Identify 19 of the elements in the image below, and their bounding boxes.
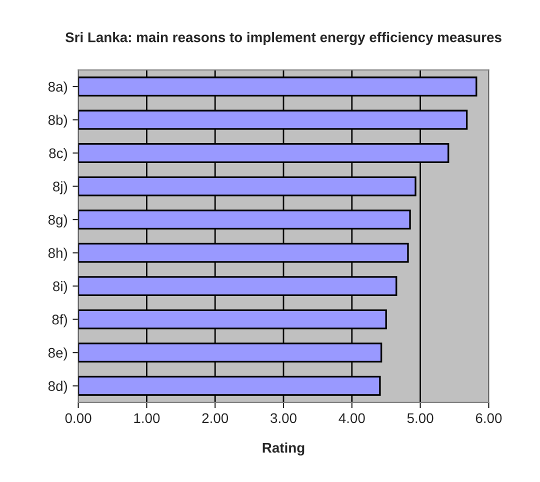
x-tick-label: 1.00 [134, 413, 160, 424]
x-axis-title: Rating [262, 442, 304, 456]
chart-title: Sri Lanka: main reasons to implement energy efficiency measures [65, 32, 502, 46]
y-tick-label: 8i) [53, 281, 68, 294]
y-tick-label: 8a) [48, 81, 68, 94]
y-tick-label: 8b) [48, 114, 68, 128]
y-tick-label: 8d) [48, 380, 68, 394]
x-tick-label: 0.00 [65, 413, 92, 424]
y-tick-label: 8h) [48, 248, 68, 261]
y-tick-label: 8e) [48, 348, 68, 360]
x-tick-label: 4.00 [338, 413, 365, 424]
x-tick-label: 3.00 [270, 413, 296, 424]
y-tick-label: 8g) [48, 214, 68, 228]
x-tick-label: 2.00 [202, 413, 228, 424]
y-tick-label: 8f) [52, 314, 68, 328]
y-tick-label: 8j) [53, 181, 68, 194]
x-tick-label: 5.00 [407, 413, 434, 424]
x-tick-label: 6.00 [476, 413, 502, 424]
y-tick-label: 8c) [49, 148, 68, 161]
